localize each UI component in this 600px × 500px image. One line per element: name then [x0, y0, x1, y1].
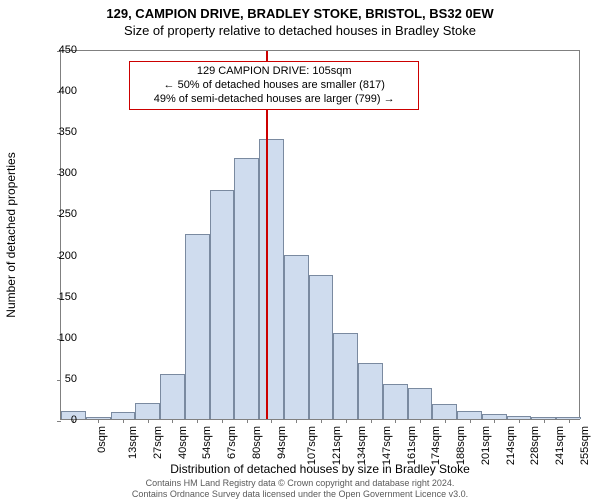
x-tick-label: 188sqm — [455, 426, 467, 465]
x-tick-label: 13sqm — [127, 426, 139, 459]
x-tick-mark — [172, 419, 173, 423]
x-tick-label: 0sqm — [96, 426, 108, 453]
y-tick-label: 100 — [59, 332, 77, 344]
histogram-bar — [210, 190, 235, 419]
x-tick-mark — [395, 419, 396, 423]
info-box-line: 49% of semi-detached houses are larger (… — [136, 93, 412, 107]
x-tick-label: 27sqm — [152, 426, 164, 459]
x-tick-mark — [123, 419, 124, 423]
x-tick-mark — [148, 419, 149, 423]
x-tick-label: 214sqm — [505, 426, 517, 465]
x-tick-label: 228sqm — [529, 426, 541, 465]
title-line-1: 129, CAMPION DRIVE, BRADLEY STOKE, BRIST… — [0, 6, 600, 21]
x-tick-mark — [222, 419, 223, 423]
x-tick-mark — [296, 419, 297, 423]
x-tick-label: 40sqm — [177, 426, 189, 459]
x-tick-label: 241sqm — [554, 426, 566, 465]
y-axis-label: Number of detached properties — [4, 50, 24, 420]
histogram-bar — [383, 384, 408, 419]
x-tick-mark — [445, 419, 446, 423]
x-tick-mark — [197, 419, 198, 423]
x-tick-label: 80sqm — [251, 426, 263, 459]
histogram-bar — [358, 363, 383, 419]
histogram-bar — [135, 403, 160, 419]
x-tick-mark — [544, 419, 545, 423]
x-tick-label: 161sqm — [406, 426, 418, 465]
footer-line-1: Contains HM Land Registry data © Crown c… — [0, 478, 600, 488]
footer-line-2: Contains Ordnance Survey data licensed u… — [0, 489, 600, 499]
y-tick-mark — [57, 380, 61, 381]
x-tick-mark — [569, 419, 570, 423]
x-tick-mark — [346, 419, 347, 423]
histogram-bar — [234, 158, 259, 419]
x-tick-mark — [321, 419, 322, 423]
x-tick-label: 201sqm — [480, 426, 492, 465]
histogram-bar — [259, 139, 284, 419]
y-tick-label: 0 — [71, 414, 77, 426]
x-tick-label: 121sqm — [331, 426, 343, 465]
histogram-bar — [284, 255, 309, 419]
x-tick-mark — [494, 419, 495, 423]
chart-title: 129, CAMPION DRIVE, BRADLEY STOKE, BRIST… — [0, 6, 600, 38]
plot-area: 129 CAMPION DRIVE: 105sqm← 50% of detach… — [60, 50, 580, 420]
info-box-line: 129 CAMPION DRIVE: 105sqm — [136, 65, 412, 79]
histogram-bar — [333, 333, 358, 419]
x-tick-mark — [470, 419, 471, 423]
x-tick-label: 147sqm — [381, 426, 393, 465]
x-tick-mark — [420, 419, 421, 423]
x-tick-label: 54sqm — [201, 426, 213, 459]
x-tick-label: 67sqm — [226, 426, 238, 459]
y-tick-mark — [57, 421, 61, 422]
histogram-bar — [160, 374, 185, 419]
x-tick-mark — [98, 419, 99, 423]
x-tick-label: 107sqm — [307, 426, 319, 465]
y-tick-label: 150 — [59, 291, 77, 303]
x-axis-label: Distribution of detached houses by size … — [60, 462, 580, 476]
title-line-2: Size of property relative to detached ho… — [0, 23, 600, 38]
histogram-bar — [457, 411, 482, 419]
info-box-line: ← 50% of detached houses are smaller (81… — [136, 79, 412, 93]
x-tick-mark — [247, 419, 248, 423]
y-tick-label: 450 — [59, 44, 77, 56]
footer-attribution: Contains HM Land Registry data © Crown c… — [0, 478, 600, 499]
x-tick-label: 94sqm — [276, 426, 288, 459]
histogram-chart: 129, CAMPION DRIVE, BRADLEY STOKE, BRIST… — [0, 0, 600, 500]
x-tick-label: 255sqm — [579, 426, 591, 465]
x-tick-mark — [371, 419, 372, 423]
y-tick-label: 250 — [59, 208, 77, 220]
x-tick-label: 174sqm — [430, 426, 442, 465]
y-tick-label: 400 — [59, 85, 77, 97]
x-tick-label: 134sqm — [356, 426, 368, 465]
x-tick-mark — [271, 419, 272, 423]
histogram-bar — [185, 234, 210, 419]
y-tick-label: 200 — [59, 250, 77, 262]
histogram-bar — [408, 388, 433, 419]
property-info-box: 129 CAMPION DRIVE: 105sqm← 50% of detach… — [129, 61, 419, 110]
y-tick-label: 300 — [59, 167, 77, 179]
histogram-bar — [432, 404, 457, 419]
y-tick-label: 50 — [65, 373, 77, 385]
x-tick-mark — [519, 419, 520, 423]
histogram-bar — [309, 275, 334, 419]
y-tick-label: 350 — [59, 126, 77, 138]
